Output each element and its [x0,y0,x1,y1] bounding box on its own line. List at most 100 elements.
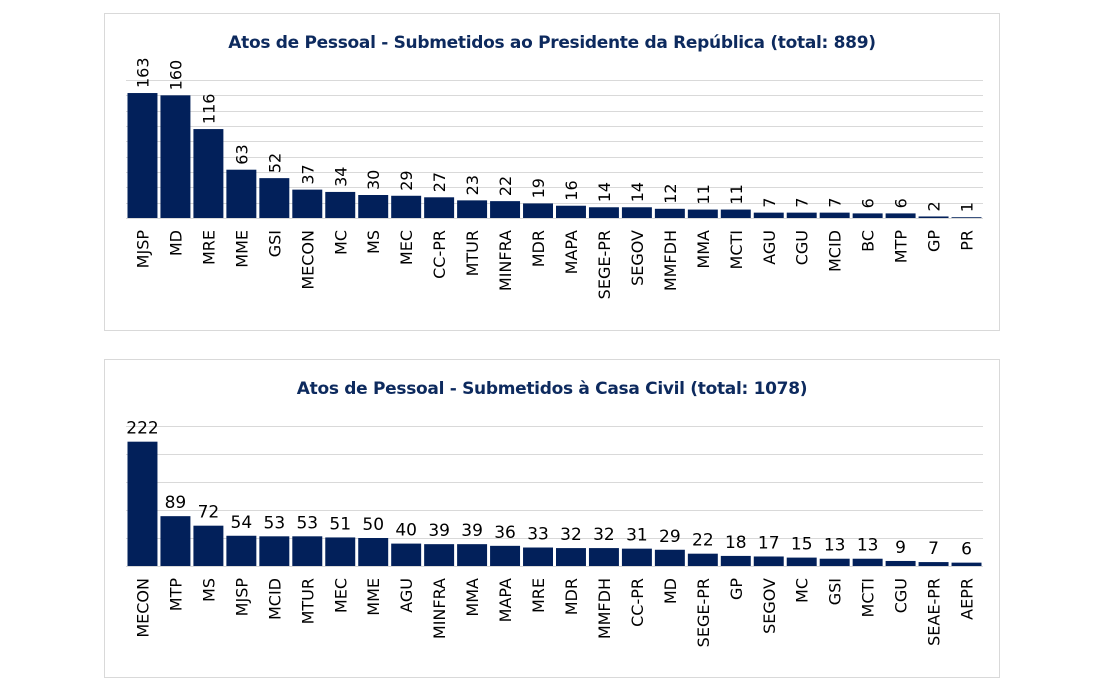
bar [852,213,883,218]
bar [424,197,455,218]
data-label: 31 [626,526,648,546]
category-label: MD [661,578,680,604]
category-label: CC-PR [628,578,647,627]
bar [391,543,422,566]
data-label: 17 [758,533,780,553]
data-label: 22 [692,531,714,551]
bar [490,545,521,566]
data-label: 39 [428,521,450,541]
bar [127,441,158,566]
bar [160,516,191,566]
bar [687,553,718,566]
chart-plot-area: 163MJSP160MD116MRE63MME52GSI37MECON34MC3… [126,57,983,299]
category-label: MCTI [859,578,878,617]
category-label: MME [232,230,251,268]
bar [325,537,356,566]
data-label: 7 [826,197,845,207]
data-label: 9 [895,538,906,558]
bar [358,195,389,218]
category-label: CC-PR [430,230,449,279]
data-label: 7 [928,539,939,559]
data-label: 32 [560,525,582,545]
data-label: 19 [529,178,548,198]
category-label: MJSP [133,230,152,269]
data-label: 6 [859,198,878,208]
data-label: 29 [659,527,681,547]
category-label: MTUR [298,578,317,624]
data-label: 33 [527,525,549,545]
category-label: GP [925,230,944,252]
bar [951,562,982,566]
bar [358,538,389,566]
data-label: 27 [430,172,449,192]
chart-title: Atos de Pessoal - Submetidos à Casa Civi… [296,379,808,399]
data-label: 15 [791,535,813,555]
category-label: MS [364,230,383,254]
category-label: BC [859,230,878,252]
bar [588,548,619,566]
category-label: CGU [793,230,812,265]
category-label: SEGOV [760,578,779,634]
bar [621,207,652,218]
bar [292,536,323,566]
data-label: 39 [461,521,483,541]
data-label: 7 [793,197,812,207]
category-label: MTP [892,230,911,264]
bar [885,560,916,566]
data-label: 1 [958,202,977,212]
bar [523,203,553,218]
bar [687,209,718,218]
category-label: PR [958,230,977,251]
category-label: MD [166,230,185,256]
data-label: 53 [296,513,318,533]
category-label: MS [199,578,218,602]
chart-plot-area: 222 MECON 89 MTP 72 MS 54 MJSP 53 MCID 53 MTUR 51 MEC… [126,419,983,647]
data-label: 11 [694,184,713,204]
bar [325,191,356,218]
data-label: 34 [331,167,350,187]
category-label: MCTI [727,230,746,269]
category-label: SEGOV [628,230,647,286]
category-label: MMA [463,578,482,617]
category-label: MINFRA [496,230,515,291]
data-label: 12 [661,183,680,203]
bar [819,212,850,218]
bar [951,217,982,218]
bar [523,547,553,566]
bar [786,212,817,218]
bar [753,212,784,218]
data-label: 53 [264,513,286,533]
category-label: MDR [562,578,581,615]
bar [556,205,586,218]
data-label: 30 [364,170,383,190]
data-label: 29 [397,170,416,190]
bar [753,556,784,566]
bar [720,209,751,218]
category-label: MRE [529,578,548,613]
data-label: 89 [165,493,187,513]
data-label: 37 [298,164,317,184]
bar [259,536,290,566]
category-label: MEC [397,230,416,265]
category-label: MJSP [232,578,251,617]
category-label: MEC [331,578,350,613]
data-label: 160 [166,60,185,91]
data-label: 14 [595,182,614,202]
chart-presidente-republica: Atos de Pessoal - Submetidos ao Presiden… [104,13,1000,331]
category-label: MMFDH [595,578,614,639]
bar [193,129,224,218]
category-label: AGU [397,578,416,613]
data-label: 23 [463,175,482,195]
bar [654,208,685,218]
bar [918,216,949,218]
data-label: 50 [362,515,384,535]
category-label: MMA [694,230,713,269]
data-label: 116 [199,94,218,125]
data-label: 22 [496,176,515,196]
data-label: 2 [925,201,944,211]
data-label: 54 [231,513,253,533]
category-label: AEPR [958,578,977,620]
data-label: 6 [961,540,972,560]
bar [424,544,455,566]
category-label: GP [727,578,746,600]
